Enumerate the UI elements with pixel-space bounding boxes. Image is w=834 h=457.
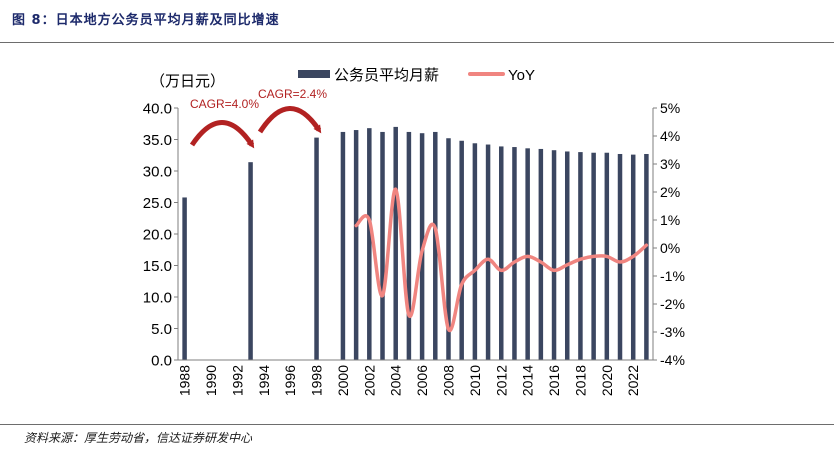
x-tick-label: 2008 — [440, 365, 456, 396]
y2-tick-label: -1% — [660, 268, 685, 284]
bar-2000 — [340, 131, 346, 360]
bottom-rule — [0, 424, 834, 425]
annotations: CAGR=4.0%CAGR=2.4% — [189, 87, 327, 149]
y-tick-label: 25.0 — [143, 195, 172, 212]
y2-tick-label: -2% — [660, 296, 685, 312]
top-rule — [0, 42, 834, 43]
bar-2018 — [578, 152, 583, 360]
bar-1993 — [248, 162, 253, 360]
legend-label-salary: 公务员平均月薪 — [334, 67, 439, 84]
x-tick-label: 2014 — [520, 365, 536, 396]
bar-series — [182, 126, 649, 361]
bar-2008 — [446, 138, 451, 360]
bar-2001 — [353, 130, 359, 360]
y-tick-label: 0.0 — [151, 353, 172, 370]
bar-2011 — [485, 144, 491, 360]
axes: 0.0 5.0 10.0 15.0 20.0 25.0 30.0 35.0 40.0 -4% -3%… — [143, 73, 685, 396]
y-tick-label: 35.0 — [143, 132, 172, 149]
x-tick-label: 2004 — [388, 365, 404, 396]
legend: 公务员平均月薪 YoY — [298, 67, 535, 84]
x-tick-label: 1990 — [203, 365, 219, 396]
bar-2013 — [512, 147, 517, 360]
x-tick-label: 2012 — [493, 365, 509, 396]
y2-tick-label: 4% — [660, 128, 680, 144]
bar-2004 — [393, 126, 398, 361]
source-note: 资料来源：厚生劳动省，信达证券研发中心 — [24, 431, 253, 445]
y-tick-label: 5.0 — [151, 321, 172, 338]
y2-tick-label: 0% — [660, 240, 680, 256]
x-tick-label: 2002 — [361, 365, 377, 396]
x-tick-label: 1996 — [282, 365, 298, 396]
y2-tick-label: 2% — [660, 184, 680, 200]
y-tick-label: 30.0 — [143, 164, 172, 181]
bar-2005 — [406, 131, 412, 360]
y-tick-label: 10.0 — [143, 290, 172, 307]
bar-2009 — [459, 140, 464, 360]
x-tick-label: 2020 — [599, 365, 615, 396]
y-tick-label: 15.0 — [143, 258, 172, 275]
bar-1988 — [182, 197, 187, 360]
cagr-label-2: CAGR=2.4% — [258, 87, 327, 101]
bar-2017 — [564, 151, 570, 360]
x-tick-label: 2022 — [625, 365, 641, 396]
x-tick-label: 2018 — [572, 365, 588, 396]
x-tick-label: 2006 — [414, 365, 430, 396]
legend-label-yoy: YoY — [508, 67, 535, 84]
bar-2015 — [538, 148, 544, 360]
x-tick-label: 2016 — [546, 365, 562, 396]
bar-2016 — [551, 150, 557, 360]
y2-tick-label: -3% — [660, 324, 685, 340]
bar-1998 — [314, 137, 319, 360]
x-tick-label: 2000 — [335, 365, 351, 396]
x-tick-label: 1988 — [177, 365, 193, 396]
cagr-arrow-2 — [257, 106, 322, 134]
chart: CAGR=4.0%CAGR=2.4% 0.0 5.0 10.0 15.0 20.0 25.… — [143, 67, 685, 396]
y-axis-title: （万日元） — [150, 73, 225, 90]
line-series — [354, 187, 649, 333]
bar-2003 — [380, 131, 385, 360]
y2-tick-label: -4% — [660, 352, 685, 368]
bar-2012 — [499, 146, 504, 360]
legend-swatch-salary — [298, 70, 330, 78]
bar-2010 — [472, 143, 478, 360]
y2-tick-label: 5% — [660, 100, 680, 116]
figure-title: 图 8：日本地方公务员平均月薪及同比增速 — [12, 13, 280, 28]
bar-2021 — [617, 153, 623, 360]
cagr-arrow-1 — [189, 120, 255, 149]
y-tick-label: 40.0 — [143, 101, 172, 118]
x-tick-label: 2010 — [467, 365, 483, 396]
bar-2023 — [644, 153, 649, 360]
x-tick-label: 1998 — [309, 365, 325, 396]
y-tick-label: 20.0 — [143, 227, 172, 244]
y2-tick-label: 1% — [660, 212, 680, 228]
x-tick-label: 1994 — [256, 365, 272, 396]
bar-2007 — [433, 131, 438, 360]
yoy-line — [354, 187, 649, 333]
bar-2014 — [525, 148, 530, 360]
y2-tick-label: 3% — [660, 156, 680, 172]
bar-2002 — [367, 128, 372, 360]
cagr-label-1: CAGR=4.0% — [190, 97, 259, 111]
x-tick-label: 1992 — [229, 365, 245, 396]
